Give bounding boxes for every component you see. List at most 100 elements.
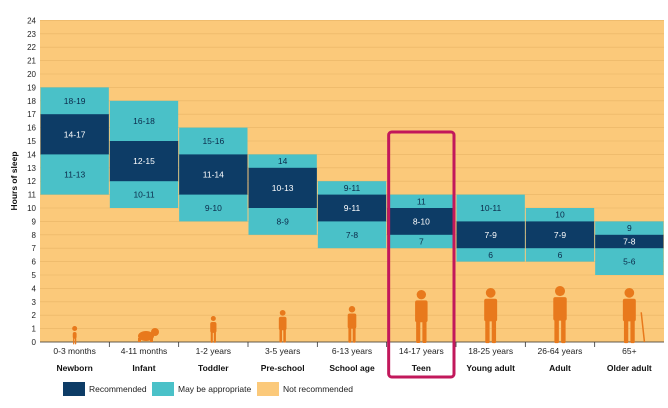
torso	[415, 300, 428, 323]
upper-range-label: 16-18	[133, 116, 155, 126]
recommended-range-label: 7-9	[554, 230, 567, 240]
legend-label: Not recommended	[283, 384, 353, 394]
recommended-bar	[40, 114, 109, 155]
y-tick-label: 1	[32, 325, 37, 334]
torso	[622, 298, 636, 322]
recommended-range-label: 14-17	[64, 129, 86, 139]
y-tick-label: 19	[27, 83, 36, 92]
y-axis-label: Hours of sleep	[9, 151, 19, 210]
age-range-label: 6-13 years	[332, 346, 372, 356]
leg	[138, 338, 141, 342]
life-stage-label: Adult	[549, 363, 571, 373]
recommended-range-label: 10-13	[272, 183, 294, 193]
y-tick-label: 15	[27, 137, 36, 146]
upper-range-label: 9	[627, 223, 632, 233]
person-figures	[72, 286, 646, 345]
y-tick-label: 17	[27, 110, 36, 119]
y-tick-label: 7	[32, 244, 37, 253]
legend: Recommended May be appropriate Not recomme…	[63, 382, 353, 396]
leg	[422, 321, 427, 344]
leg	[74, 337, 77, 345]
life-stage-label: Pre-school	[261, 363, 305, 373]
lower-range-label: 6	[488, 250, 493, 260]
arm	[150, 338, 153, 342]
person-figure	[210, 316, 217, 343]
y-tick-label: 3	[32, 298, 37, 307]
y-tick-label: 20	[27, 70, 36, 79]
leg	[283, 329, 286, 343]
lower-range-label: 6	[558, 250, 563, 260]
leg	[210, 331, 213, 343]
head	[279, 310, 286, 316]
y-tick-label: 14	[27, 150, 36, 159]
y-tick-label: 8	[32, 231, 37, 240]
age-range-label: 18-25 years	[468, 346, 513, 356]
recommended-bar	[248, 167, 317, 208]
person-figure	[553, 286, 567, 344]
legend-swatch	[63, 382, 85, 396]
y-tick-label: 18	[27, 97, 36, 106]
upper-range-label: 10	[555, 210, 565, 220]
y-tick-label: 13	[27, 164, 36, 173]
life-stage-label: Older adult	[607, 363, 652, 373]
person-figure	[278, 310, 287, 343]
upper-range-label: 9-11	[344, 183, 361, 193]
y-tick-label: 9	[32, 217, 37, 226]
y-tick-label: 11	[28, 191, 37, 200]
life-stage-label: Newborn	[56, 363, 92, 373]
recommended-bar	[456, 221, 525, 249]
lower-range-label: 9-10	[205, 203, 222, 213]
y-tick-label: 16	[27, 124, 36, 133]
leg	[279, 329, 283, 343]
life-stage-label: Young adult	[466, 363, 515, 373]
recommended-range-label: 7-8	[623, 237, 636, 247]
head	[151, 328, 159, 336]
y-tick-label: 22	[27, 43, 36, 52]
recommended-range-label: 12-15	[133, 156, 155, 166]
lower-range-label: 11-13	[64, 170, 85, 180]
lower-range-label: 10-11	[133, 190, 154, 200]
head	[485, 288, 496, 298]
x-axis: 0-3 months Newborn 4-11 months Infant 1-2 ye…	[53, 342, 652, 373]
walking-cane	[640, 312, 646, 343]
leg	[561, 319, 566, 344]
bars: 18-19 14-17 11-13 16-18 12-15 10-11 15-16 11-14…	[40, 87, 664, 275]
legend-swatch	[152, 382, 174, 396]
y-tick-label: 6	[32, 258, 37, 267]
life-stage-label: Infant	[132, 363, 155, 373]
teen-highlight-frame	[387, 130, 456, 379]
leg	[416, 321, 421, 344]
recommended-bar	[109, 141, 179, 182]
recommended-range-label: 9-11	[344, 203, 361, 213]
life-stage-label: Teen	[412, 363, 431, 373]
leg	[213, 331, 216, 343]
recommended-range-label: 7-9	[485, 230, 498, 240]
person-figure	[72, 326, 78, 345]
head	[416, 290, 427, 300]
y-tick-label: 12	[27, 177, 36, 186]
recommended-range-label: 8-10	[413, 216, 430, 226]
leg	[554, 319, 559, 344]
upper-range-label: 15-16	[202, 136, 224, 146]
leg	[491, 320, 497, 344]
legend-label: May be appropriate	[178, 384, 252, 394]
age-range-label: 1-2 years	[196, 346, 231, 356]
y-tick-label: 4	[32, 284, 37, 293]
person-figure	[415, 290, 428, 344]
age-range-label: 3-5 years	[265, 346, 300, 356]
life-stage-label: School age	[329, 363, 375, 373]
y-tick-label: 2	[32, 311, 37, 320]
lower-range-label: 7-8	[346, 230, 359, 240]
upper-range-label: 10-11	[480, 203, 501, 213]
y-tick-label: 23	[27, 30, 36, 39]
y-tick-label: 24	[27, 16, 36, 25]
torso	[210, 322, 217, 333]
leg	[623, 320, 629, 344]
y-tick-label: 5	[32, 271, 37, 280]
upper-range-label: 18-19	[64, 96, 86, 106]
y-tick-label: 21	[27, 57, 36, 66]
age-range-label: 65+	[622, 346, 636, 356]
person-figure	[484, 288, 498, 344]
